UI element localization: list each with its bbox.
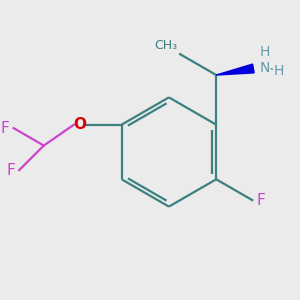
Text: H: H <box>274 64 284 79</box>
Text: H: H <box>260 44 271 58</box>
Text: N: N <box>260 61 271 76</box>
Polygon shape <box>216 64 254 75</box>
Text: F: F <box>256 193 265 208</box>
Text: O: O <box>74 117 86 132</box>
Text: F: F <box>7 163 15 178</box>
Text: CH₃: CH₃ <box>154 39 177 52</box>
Text: F: F <box>1 121 10 136</box>
